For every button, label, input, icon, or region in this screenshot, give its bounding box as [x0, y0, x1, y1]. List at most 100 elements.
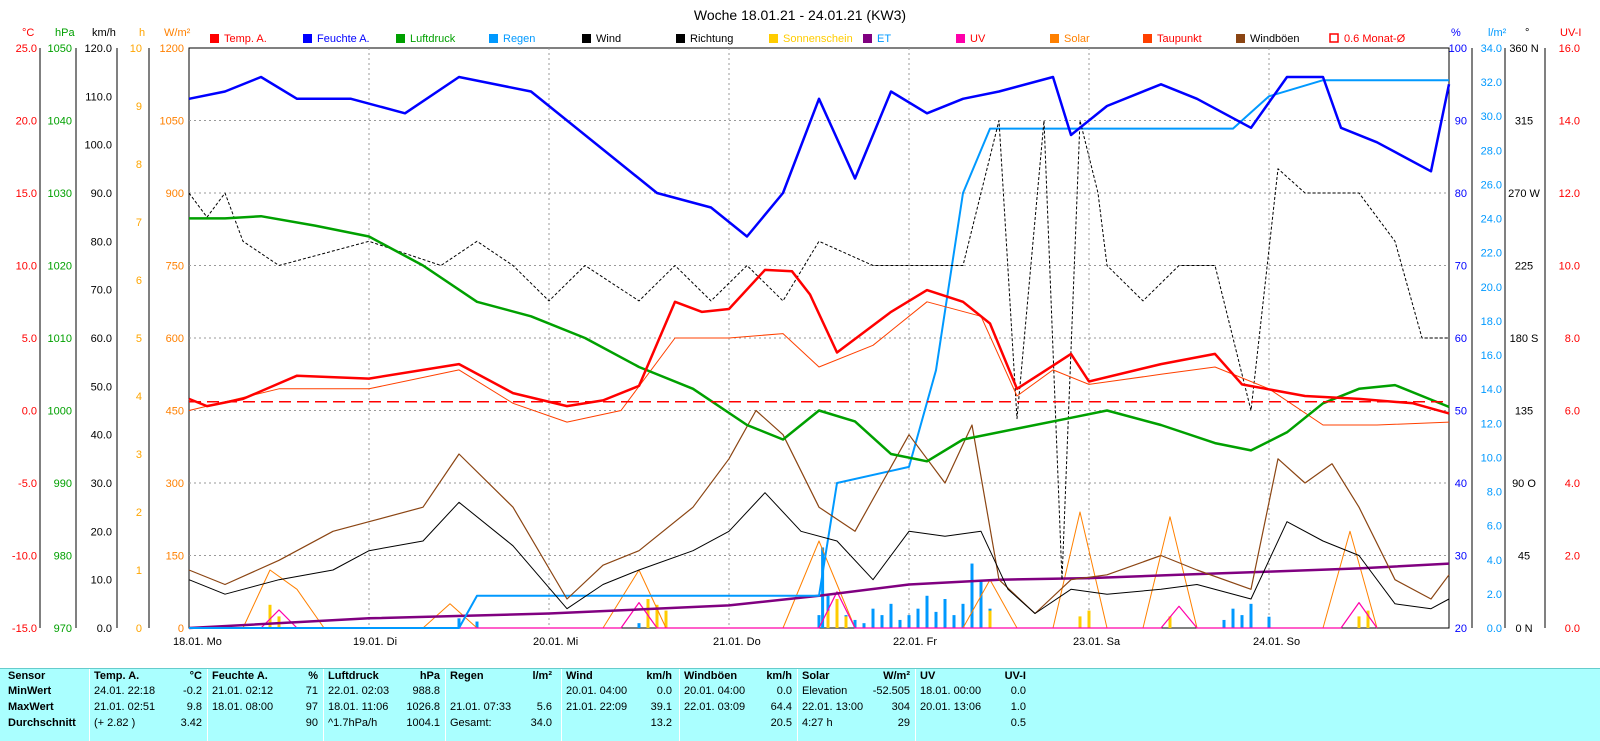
rain-bar	[925, 595, 929, 628]
axis-tick-label: 1020	[48, 261, 72, 273]
axis-tick-label: 450	[166, 406, 184, 418]
axis-tick-label: 970	[54, 623, 72, 635]
x-tick-label: 18.01. Mo	[173, 636, 222, 648]
x-tick-label: 21.01. Do	[713, 636, 761, 648]
rain-bar	[979, 579, 983, 628]
x-tick-label: 19.01. Di	[353, 636, 397, 648]
stats-cell: 5.6	[536, 701, 552, 713]
axis-unit-label: km/h	[92, 27, 116, 39]
axis-tick-label: 12.0	[1559, 188, 1580, 200]
axis-tick-label: 0	[136, 623, 142, 635]
axis-tick-label: 20	[1455, 623, 1467, 635]
stats-cell: km/h	[766, 670, 792, 682]
rain-bar	[457, 618, 461, 628]
stats-cell: UV	[920, 670, 936, 682]
axis-tick-label: 8.0	[1565, 333, 1580, 345]
stats-cell: 0.0	[776, 685, 792, 697]
axis-tick-label: 2	[136, 507, 142, 519]
stats-cell: 21.01. 07:33	[450, 701, 512, 713]
rain-bar	[475, 621, 479, 628]
axis-tick-label: -15.0	[12, 623, 37, 635]
stats-cell: (+ 2.82 )	[94, 717, 136, 729]
x-axis-labels: 18.01. Mo 19.01. Di 20.01. Mi 21.01. Do 22.0…	[173, 636, 1300, 648]
axis-tick-label: 90 O	[1512, 478, 1536, 490]
axis-tick-label: 100	[1449, 43, 1467, 55]
rain-bar	[817, 615, 821, 628]
axis-tick-label: 4	[136, 391, 142, 403]
axis-tick-label: 70	[1455, 261, 1467, 273]
stats-cell: 9.8	[186, 701, 202, 713]
axis-tick-label: 50.0	[91, 381, 112, 393]
sunshine-bar	[1087, 610, 1091, 628]
legend-swatch	[769, 34, 778, 43]
rain-bar	[1249, 603, 1253, 628]
stats-cell: 18.01. 08:00	[212, 701, 274, 713]
axis-tick-label: 10.0	[1559, 261, 1580, 273]
statistics-table: Sensor MinWert MaxWert Durchschnitt Temp. A.…	[0, 668, 1600, 741]
stats-cell: 4:27 h	[802, 717, 833, 729]
rain-bar	[853, 619, 857, 628]
axis-tick-label: 30.0	[1481, 111, 1502, 123]
stats-cell: 0.0	[1010, 685, 1026, 697]
axis-unit-label: hPa	[55, 27, 75, 39]
stats-cell: hPa	[419, 670, 440, 682]
stats-separator	[323, 669, 324, 741]
rain-bar	[1267, 616, 1271, 628]
stats-cell: Luftdruck	[328, 670, 379, 682]
axis-tick-label: 150	[166, 551, 184, 563]
axis-tick-label: 750	[166, 261, 184, 273]
rain-bar	[880, 615, 884, 628]
rain-bar	[916, 608, 920, 628]
x-tick-label: 22.01. Fr	[893, 636, 937, 648]
axis-tick-label: 270 W	[1508, 188, 1540, 200]
legend-label: ET	[877, 33, 891, 45]
sunshine-bar	[1168, 616, 1172, 628]
axis-tick-label: -5.0	[18, 478, 37, 490]
rain-bar	[1222, 619, 1226, 628]
axis-unit-label: l/m²	[1488, 27, 1507, 39]
weather-chart: Woche 18.01.21 - 24.01.21 (KW3) Temp. A.…	[12, 7, 1581, 648]
axis-unit-label: UV-I	[1560, 27, 1581, 39]
stats-cell: °C	[189, 670, 202, 682]
stats-cell: 21.01. 02:12	[212, 685, 274, 697]
stats-cell: 21.01. 02:51	[94, 701, 156, 713]
axis-tick-label: 45	[1518, 551, 1530, 563]
stats-cell: 988.8	[412, 685, 440, 697]
axis-tick-label: 18.0	[1481, 316, 1502, 328]
legend-label: Solar	[1064, 33, 1090, 45]
stats-cell: 90	[305, 717, 318, 729]
axis-tick-label: 80	[1455, 188, 1467, 200]
stats-cell: 18.01. 00:00	[920, 685, 982, 697]
axis-tick-label: 22.0	[1481, 248, 1502, 260]
rain-bar	[907, 615, 911, 628]
axis-tick-label: 32.0	[1481, 77, 1502, 89]
axis-tick-label: 90.0	[91, 188, 112, 200]
stats-cell: 39.1	[650, 701, 672, 713]
stats-cell: Feuchte A.	[212, 670, 268, 682]
axis-tick-label: 0 N	[1515, 623, 1532, 635]
sunshine-bar	[646, 599, 650, 628]
stats-cell: l/m²	[532, 670, 552, 682]
stats-cell: W/m²	[883, 670, 910, 682]
rain-bar	[862, 623, 866, 628]
legend-swatch	[1329, 33, 1339, 43]
axis-tick-label: 1010	[48, 333, 72, 345]
stats-cell: km/h	[646, 670, 672, 682]
axis-tick-label: 9	[136, 101, 142, 113]
stats-cell: 22.01. 13:00	[802, 701, 864, 713]
rain-bar	[871, 608, 875, 628]
series-richtungline	[188, 120, 1449, 581]
stats-cell: Sensor	[8, 670, 46, 682]
legend-swatch	[489, 34, 498, 43]
axis-unit-label: °C	[22, 27, 34, 39]
bar-marks	[268, 547, 1370, 628]
legend-swatch	[863, 34, 872, 43]
sunshine-bar	[655, 604, 659, 628]
series-solarline	[242, 511, 1378, 629]
axis-tick-label: 5.0	[22, 333, 37, 345]
axis-tick-label: -10.0	[12, 551, 37, 563]
legend-swatch	[303, 34, 312, 43]
stats-cell: 24.01. 22:18	[94, 685, 156, 697]
series-feuchte-a-line	[188, 75, 1451, 238]
stats-cell: Regen	[450, 670, 484, 682]
